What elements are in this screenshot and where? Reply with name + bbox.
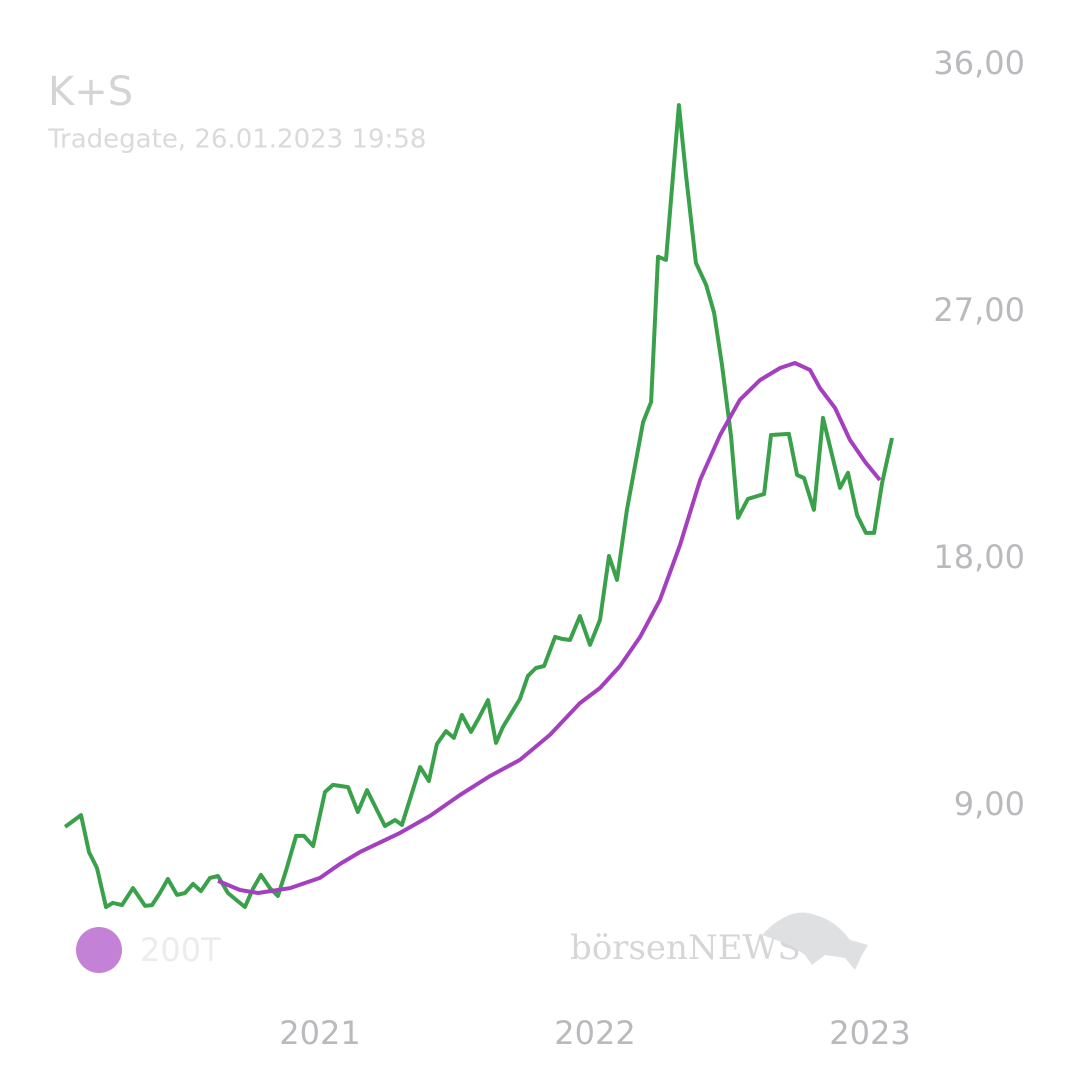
series-line — [217, 361, 882, 895]
series-line — [63, 103, 894, 909]
y-tick-label: 36,00 — [933, 44, 1025, 82]
chart-subtitle: Tradegate, 26.01.2023 19:58 — [47, 125, 426, 155]
y-tick-label: 9,00 — [954, 785, 1025, 823]
legend-label: 200T — [140, 931, 221, 969]
y-tick-label: 18,00 — [933, 538, 1025, 576]
x-tick-label: 2021 — [279, 1014, 360, 1052]
legend-swatch — [76, 927, 122, 973]
watermark-bull — [762, 912, 868, 970]
x-tick-label: 2022 — [554, 1014, 635, 1052]
watermark: börsenNEWS — [570, 928, 801, 968]
y-tick-label: 27,00 — [933, 291, 1025, 329]
chart-title: K+S — [48, 69, 133, 115]
x-tick-label: 2023 — [829, 1014, 910, 1052]
